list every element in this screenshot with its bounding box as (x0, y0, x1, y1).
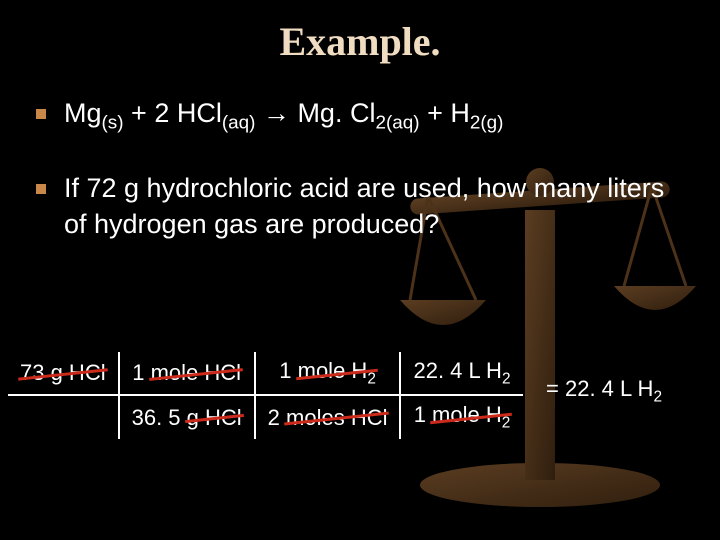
c2-top-b: mole HCl (151, 360, 241, 386)
c4-bot-a: 1 (414, 402, 432, 427)
cell-c2-top: 1 mole HCl (119, 352, 255, 395)
slide-title: Example. (0, 0, 720, 95)
c3-bot-b: moles HCl (286, 405, 387, 431)
c4-top-a: 22. 4 L H (413, 358, 501, 383)
cell-c1-top: 73 g HCl (8, 352, 119, 395)
c3-bot-a: 2 (268, 405, 286, 430)
c4-top-sub: 2 (502, 370, 511, 387)
c1-top-val: 73 g HCl (20, 360, 106, 386)
eq-r2-state: (aq) (222, 112, 256, 133)
result-sub: 2 (653, 388, 662, 405)
equation-bullet: Mg(s) + 2 HCl(aq) → Mg. Cl2(aq) + H2(g) (36, 95, 690, 136)
calc-table: 73 g HCl 1 mole HCl 1 mole H2 22. 4 L H2… (8, 352, 523, 439)
cell-c1-bot (8, 395, 119, 438)
result-val: 22. 4 L H (565, 376, 653, 401)
dimensional-analysis: 73 g HCl 1 mole HCl 1 mole H2 22. 4 L H2… (8, 352, 523, 439)
result-eq: = (546, 376, 565, 401)
c3-top-a: 1 (279, 358, 297, 383)
cell-c3-top: 1 mole H2 (255, 352, 401, 395)
cell-c3-bot: 2 moles HCl (255, 395, 401, 438)
result-text: = 22. 4 L H2 (546, 376, 662, 406)
c2-top-a: 1 (132, 360, 150, 385)
c4-bot-b: mole H2 (432, 402, 510, 432)
cell-c4-top: 22. 4 L H2 (400, 352, 522, 395)
bullet-list: Mg(s) + 2 HCl(aq) → Mg. Cl2(aq) + H2(g) … (0, 95, 720, 243)
question-bullet: If 72 g hydrochloric acid are used, how … (36, 170, 690, 243)
eq-plus1: + 2 HCl (124, 98, 222, 128)
cell-c2-bot: 36. 5 g HCl (119, 395, 255, 438)
c2-bot-a: 36. 5 (132, 405, 187, 430)
eq-r1-state: (s) (102, 112, 124, 133)
eq-p2-sub: 2(g) (470, 112, 504, 133)
cell-c4-bot: 1 mole H2 (400, 395, 522, 438)
eq-p1-sub: 2(aq) (375, 112, 419, 133)
c3-top-b: mole H2 (298, 358, 376, 388)
eq-arrow: → Mg. Cl (255, 98, 375, 128)
eq-r1: Mg (64, 98, 102, 128)
c2-bot-b: g HCl (187, 405, 242, 431)
eq-plus2: + H (420, 98, 470, 128)
